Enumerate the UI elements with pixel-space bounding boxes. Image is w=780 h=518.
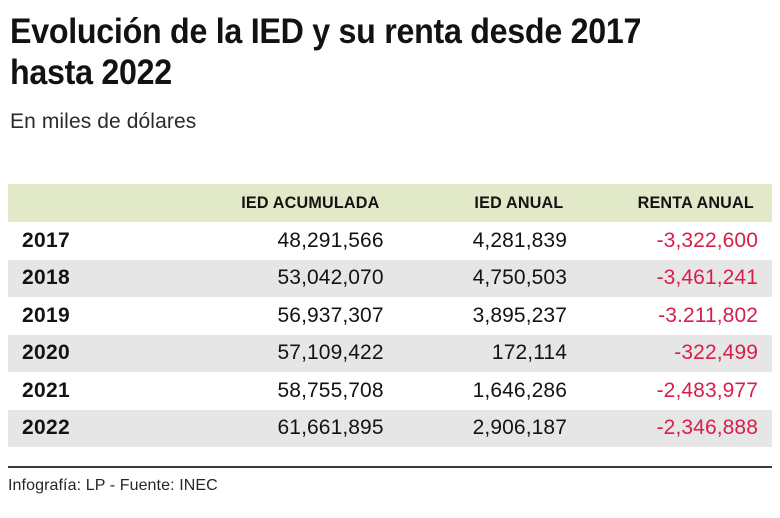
cell-year: 2021 <box>22 378 70 402</box>
cell-ied-acumulada: 57,109,422 <box>277 341 384 365</box>
cell-ied-anual: 1,646,286 <box>472 378 567 402</box>
cell-year: 2019 <box>22 303 70 327</box>
footer: Infografía: LP - Fuente: INEC <box>8 466 772 495</box>
data-table-container: IED ACUMULADA IED ANUAL RENTA ANUAL 2017… <box>8 184 772 447</box>
cell-ied-acumulada: 48,291,566 <box>277 228 384 252</box>
cell-ied-acumulada: 56,937,307 <box>277 303 384 327</box>
column-header-year <box>13 184 209 222</box>
page-title: Evolución de la IED y su renta desde 201… <box>10 12 642 92</box>
table-body: 2017 48,291,566 4,281,839 -3,322,600 201… <box>8 222 772 447</box>
cell-ied-acumulada: 58,755,708 <box>277 378 384 402</box>
cell-year: 2017 <box>22 228 70 252</box>
table-row: 2022 61,661,895 2,906,187 -2,346,888 <box>8 409 772 447</box>
table-row: 2020 57,109,422 172,114 -322,499 <box>8 334 772 372</box>
table-row: 2021 58,755,708 1,646,286 -2,483,977 <box>8 372 772 410</box>
footer-divider <box>8 466 772 468</box>
cell-ied-anual: 2,906,187 <box>472 416 567 440</box>
column-header-renta-anual: RENTA ANUAL <box>637 193 754 212</box>
table-header-row: IED ACUMULADA IED ANUAL RENTA ANUAL <box>8 184 772 222</box>
page-subtitle: En miles de dólares <box>10 109 197 133</box>
cell-renta-anual: -3,322,600 <box>656 228 758 252</box>
cell-renta-anual: -3.211,802 <box>658 303 758 327</box>
cell-year: 2022 <box>22 416 70 440</box>
cell-ied-anual: 3,895,237 <box>472 303 567 327</box>
cell-ied-anual: 4,750,503 <box>472 266 567 290</box>
column-header-ied-anual: IED ANUAL <box>474 193 564 212</box>
cell-ied-anual: 172,114 <box>491 341 567 365</box>
cell-renta-anual: -2,483,977 <box>656 378 758 402</box>
cell-renta-anual: -322,499 <box>674 341 758 365</box>
cell-ied-anual: 4,281,839 <box>472 228 567 252</box>
table-row: 2017 48,291,566 4,281,839 -3,322,600 <box>8 222 772 260</box>
cell-year: 2020 <box>22 341 70 365</box>
cell-renta-anual: -2,346,888 <box>656 416 758 440</box>
table-header: IED ACUMULADA IED ANUAL RENTA ANUAL <box>8 184 772 222</box>
cell-ied-acumulada: 53,042,070 <box>277 266 384 290</box>
footer-credit: Infografía: LP - Fuente: INEC <box>8 477 218 494</box>
table-row: 2018 53,042,070 4,750,503 -3,461,241 <box>8 259 772 297</box>
column-header-ied-acumulada: IED ACUMULADA <box>241 193 380 212</box>
cell-year: 2018 <box>22 266 70 290</box>
cell-ied-acumulada: 61,661,895 <box>277 416 384 440</box>
table-row: 2019 56,937,307 3,895,237 -3.211,802 <box>8 297 772 335</box>
cell-renta-anual: -3,461,241 <box>656 266 758 290</box>
ied-table: IED ACUMULADA IED ANUAL RENTA ANUAL 2017… <box>8 184 772 447</box>
header-block: Evolución de la IED y su renta desde 201… <box>0 0 780 133</box>
